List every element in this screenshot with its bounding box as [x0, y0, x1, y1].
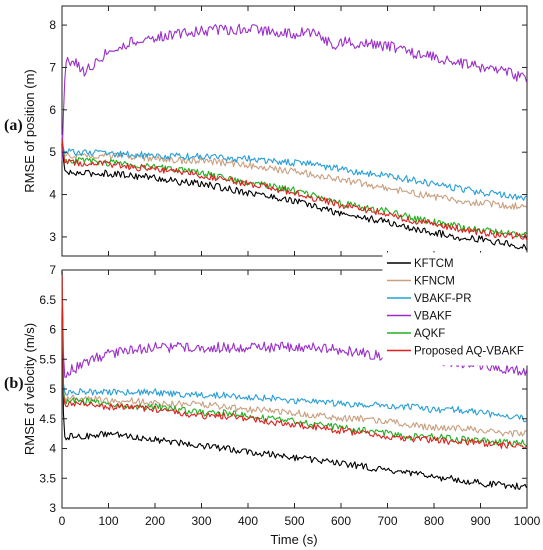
panel-a-frame — [61, 5, 528, 257]
y-tick-label: 3 — [49, 501, 56, 515]
panel-a-ylabel: RMSE of position (m) — [22, 69, 37, 193]
legend-label: VBAKF — [414, 311, 452, 323]
y-tick-label: 3.5 — [39, 471, 56, 485]
legend-items: KFTCM KFNCM VBAKF-PR VBAKF AQKF Proposed AQ-V… — [387, 258, 524, 358]
y-tick-label: 6 — [49, 103, 56, 117]
panel-b: 3 3.5 4 4.5 5 5.5 6 6.5 7 0 100 200 300 400 500 600 700… — [4, 263, 541, 547]
series-line-vbakf-pr — [61, 139, 527, 201]
x-tick-label: 200 — [145, 514, 165, 528]
x-tick-label: 600 — [331, 514, 351, 528]
y-tick-label: 5 — [49, 145, 56, 159]
series-line-vbakf-pr — [61, 270, 527, 423]
x-tick-label: 0 — [59, 514, 66, 528]
series-line-kftcm — [61, 270, 528, 490]
y-tick-label: 3 — [49, 230, 56, 244]
panel-b-xlabel: Time (s) — [270, 532, 317, 547]
series-line-aqkf — [61, 270, 527, 447]
panel-a-y-ticks: 3 4 5 6 7 8 — [49, 6, 528, 256]
legend-label: Proposed AQ-VBAKF — [414, 346, 524, 358]
y-tick-label: 5 — [49, 382, 56, 396]
panel-b-ylabel: RMSE of velocity (m/s) — [22, 323, 37, 455]
legend-label: KFNCM — [414, 276, 455, 288]
panel-a-series-group — [61, 23, 528, 251]
x-tick-label: 1000 — [514, 514, 541, 528]
series-line-kfncm — [61, 135, 527, 210]
y-tick-label: 5.5 — [39, 352, 56, 366]
x-tick-label: 900 — [470, 514, 490, 528]
panel-b-x-ticks: 0 100 200 300 400 500 600 700 800 900 1000 — [59, 270, 541, 528]
y-tick-label: 8 — [49, 18, 56, 32]
x-tick-label: 100 — [98, 514, 118, 528]
legend-box — [382, 252, 538, 366]
panel-a-label: (a) — [4, 117, 23, 134]
legend: KFTCM KFNCM VBAKF-PR VBAKF AQKF Proposed AQ-V… — [382, 252, 538, 366]
x-tick-label: 800 — [424, 514, 444, 528]
panel-b-label: (b) — [4, 375, 24, 392]
series-line-proposed-aq-vbakf — [61, 270, 527, 450]
y-tick-label: 6.5 — [39, 293, 56, 307]
panel-a: 3 4 5 6 7 8 (a) RMSE of position (m) — [4, 5, 528, 257]
y-tick-label: 7 — [49, 263, 56, 277]
y-tick-label: 7 — [49, 60, 56, 74]
y-tick-label: 6 — [49, 323, 56, 337]
series-line-vbakf — [61, 23, 528, 161]
x-tick-label: 700 — [377, 514, 397, 528]
legend-label: KFTCM — [414, 258, 454, 270]
series-line-proposed-aq-vbakf — [61, 139, 528, 240]
x-tick-label: 300 — [191, 514, 211, 528]
y-tick-label: 4 — [49, 188, 56, 202]
panel-b-series-group — [61, 270, 528, 490]
x-tick-label: 400 — [238, 514, 258, 528]
series-line-kfncm — [61, 270, 527, 438]
y-tick-label: 4.5 — [39, 412, 56, 426]
legend-label: VBAKF-PR — [414, 293, 472, 305]
legend-label: AQKF — [414, 328, 445, 340]
x-tick-label: 500 — [284, 514, 304, 528]
y-tick-label: 4 — [49, 442, 56, 456]
series-line-kftcm — [61, 143, 528, 251]
